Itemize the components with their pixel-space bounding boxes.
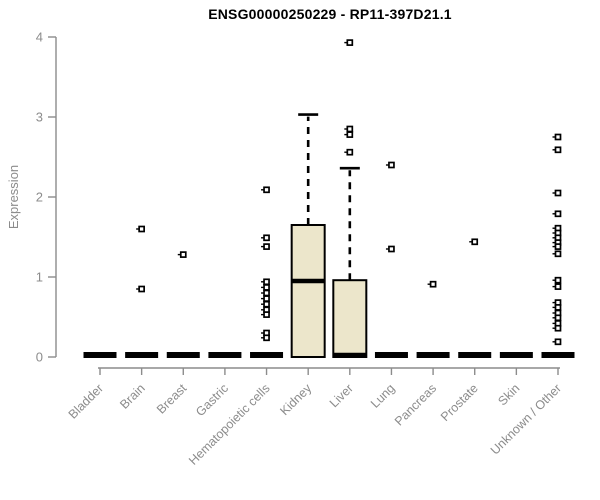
collapsed-box-bar bbox=[458, 352, 492, 358]
box bbox=[332, 279, 368, 359]
collapsed-box-bar bbox=[416, 352, 450, 358]
outlier-point bbox=[554, 283, 562, 290]
chart-title: ENSG00000250229 - RP11-397D21.1 bbox=[208, 6, 452, 22]
box bbox=[290, 224, 326, 358]
outlier-point bbox=[554, 338, 562, 346]
outlier-point bbox=[138, 285, 145, 293]
outlier-point bbox=[263, 234, 270, 242]
outlier-point bbox=[429, 280, 437, 288]
outlier-point bbox=[554, 243, 562, 250]
outlier-point bbox=[346, 39, 354, 46]
collapsed-box-bar bbox=[374, 352, 408, 358]
outlier-point bbox=[346, 148, 354, 156]
collapsed-box-bar bbox=[541, 352, 575, 358]
outlier-point bbox=[263, 278, 270, 286]
outlier-point bbox=[179, 251, 187, 258]
outlier-point bbox=[388, 245, 395, 253]
outlier-point bbox=[138, 225, 145, 233]
x-tick-label: Gastric bbox=[193, 381, 231, 419]
outlier-point bbox=[388, 161, 395, 169]
collapsed-box-bar bbox=[250, 352, 284, 358]
outlier-point bbox=[263, 289, 270, 297]
x-tick-label: Bladder bbox=[66, 381, 106, 421]
collapsed-box-bar bbox=[166, 352, 200, 358]
outlier-point bbox=[346, 131, 354, 138]
x-tick-label: Liver bbox=[327, 381, 356, 410]
outlier-point bbox=[263, 284, 270, 291]
outlier-point bbox=[263, 300, 270, 308]
outlier-point bbox=[554, 133, 562, 141]
y-tick-label: 1 bbox=[36, 270, 43, 285]
x-tick-label: Hematopoietic cells bbox=[186, 381, 273, 468]
outlier-point bbox=[554, 276, 562, 284]
x-tick-label: Pancreas bbox=[392, 381, 439, 428]
outlier-point bbox=[554, 146, 562, 154]
outlier-point bbox=[554, 314, 562, 322]
x-tick-label: Breast bbox=[154, 381, 190, 417]
x-tick-label: Kidney bbox=[277, 381, 314, 418]
y-tick-label: 4 bbox=[36, 30, 43, 45]
x-tick-label: Skin bbox=[495, 381, 522, 408]
x-tick-label: Lung bbox=[368, 381, 398, 411]
collapsed-box-bar bbox=[83, 352, 117, 358]
outlier-point bbox=[263, 311, 270, 318]
outlier-point bbox=[554, 250, 562, 258]
y-tick-label: 2 bbox=[36, 190, 43, 205]
outlier-point bbox=[554, 304, 562, 311]
outlier-point bbox=[263, 295, 270, 302]
y-tick-label: 3 bbox=[36, 110, 43, 125]
y-tick-label: 0 bbox=[36, 350, 43, 365]
collapsed-box-bar bbox=[208, 352, 242, 358]
outlier-point bbox=[471, 238, 479, 246]
x-tick-label: Prostate bbox=[438, 381, 481, 424]
collapsed-box-bar bbox=[499, 352, 533, 358]
outlier-point bbox=[263, 243, 270, 250]
outlier-point bbox=[554, 210, 562, 218]
x-tick-label: Brain bbox=[117, 381, 148, 412]
outlier-point bbox=[263, 334, 270, 342]
outlier-point bbox=[346, 125, 354, 133]
collapsed-box-bar bbox=[125, 352, 159, 358]
outlier-point bbox=[554, 324, 562, 332]
outlier-point bbox=[554, 189, 562, 197]
outlier-point bbox=[263, 186, 270, 194]
x-tick-label: Unknown / Other bbox=[488, 381, 564, 457]
